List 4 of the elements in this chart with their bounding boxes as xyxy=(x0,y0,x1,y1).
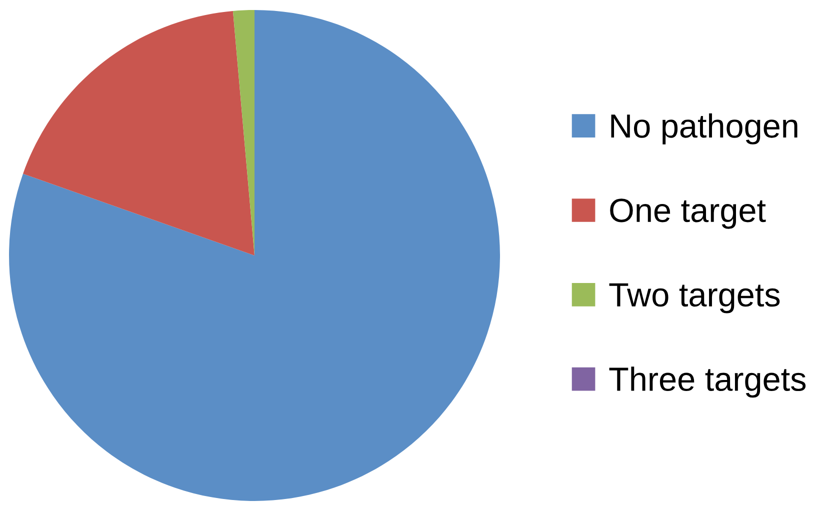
legend-label: Two targets xyxy=(609,283,780,314)
legend-label: No pathogen xyxy=(611,113,798,144)
legend-label: Three targets xyxy=(609,366,806,398)
legend-label: One target xyxy=(610,198,766,229)
